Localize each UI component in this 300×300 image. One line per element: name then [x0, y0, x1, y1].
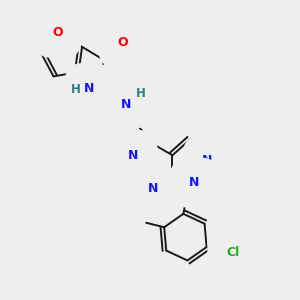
Text: O: O [117, 37, 128, 50]
Text: H: H [136, 88, 146, 100]
Text: H: H [70, 83, 80, 96]
Text: Cl: Cl [226, 246, 239, 259]
Text: N: N [128, 149, 139, 162]
Text: N: N [121, 98, 131, 111]
Text: O: O [52, 26, 63, 39]
Text: N: N [189, 176, 200, 189]
Text: N: N [202, 154, 212, 167]
Text: N: N [83, 82, 94, 95]
Text: N: N [148, 182, 158, 196]
